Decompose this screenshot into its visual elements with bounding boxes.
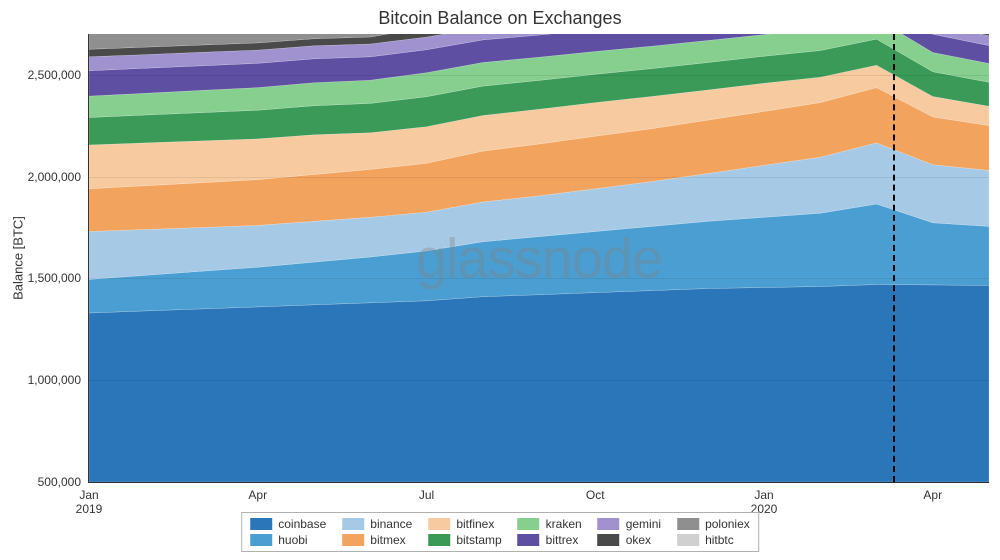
legend-swatch [598, 534, 620, 546]
legend-label: bitstamp [456, 533, 501, 547]
legend-swatch [677, 534, 699, 546]
legend-swatch [250, 518, 272, 530]
legend-swatch [428, 534, 450, 546]
legend: coinbase huobi binance bitmex bitfinex bitsta… [241, 512, 759, 552]
series-area-coinbase [89, 285, 989, 483]
y-tick-label: 2,500,000 [28, 68, 89, 82]
legend-swatch [342, 518, 364, 530]
legend-label: hitbtc [705, 533, 734, 547]
legend-item-poloniex: poloniex [677, 517, 750, 531]
gridline-h [89, 380, 989, 381]
legend-label: huobi [278, 533, 307, 547]
legend-item-bitfinex: bitfinex [428, 517, 501, 531]
x-tick-label: Jan2020 [751, 482, 778, 516]
legend-column: binance bitmex [342, 517, 412, 547]
area-stack-svg [89, 34, 989, 482]
legend-label: poloniex [705, 517, 750, 531]
legend-item-hitbtc: hitbtc [677, 533, 750, 547]
x-tick-label: Jul [419, 482, 434, 502]
plot-area: glassnode 500,0001,000,0001,500,0002,000… [88, 34, 989, 483]
legend-swatch [518, 534, 540, 546]
legend-swatch [342, 534, 364, 546]
legend-column: poloniex hitbtc [677, 517, 750, 547]
y-tick-label: 1,000,000 [28, 373, 89, 387]
legend-column: kraken bittrex [518, 517, 582, 547]
legend-item-okex: okex [598, 533, 661, 547]
legend-item-kraken: kraken [518, 517, 582, 531]
legend-item-coinbase: coinbase [250, 517, 326, 531]
legend-label: bitfinex [456, 517, 494, 531]
legend-column: gemini okex [598, 517, 661, 547]
legend-label: kraken [546, 517, 582, 531]
legend-item-binance: binance [342, 517, 412, 531]
y-tick-label: 1,500,000 [28, 271, 89, 285]
x-tick-label: Jan2019 [76, 482, 103, 516]
chart-title: Bitcoin Balance on Exchanges [0, 8, 1000, 29]
x-tick-label: Apr [248, 482, 267, 502]
gridline-h [89, 75, 989, 76]
legend-swatch [428, 518, 450, 530]
legend-swatch [677, 518, 699, 530]
x-tick-label: Oct [586, 482, 605, 502]
legend-label: bittrex [546, 533, 579, 547]
legend-swatch [598, 518, 620, 530]
legend-label: coinbase [278, 517, 326, 531]
y-axis-label: Balance [BTC] [11, 216, 26, 300]
gridline-h [89, 177, 989, 178]
legend-label: okex [626, 533, 651, 547]
event-vertical-line [893, 34, 895, 482]
legend-item-bitmex: bitmex [342, 533, 412, 547]
legend-label: binance [370, 517, 412, 531]
legend-item-huobi: huobi [250, 533, 326, 547]
legend-column: bitfinex bitstamp [428, 517, 501, 547]
legend-label: bitmex [370, 533, 405, 547]
legend-swatch [250, 534, 272, 546]
y-tick-label: 2,000,000 [28, 170, 89, 184]
legend-label: gemini [626, 517, 661, 531]
gridline-h [89, 278, 989, 279]
legend-item-bittrex: bittrex [518, 533, 582, 547]
chart-container: Bitcoin Balance on Exchanges Balance [BT… [0, 0, 1000, 560]
x-tick-label: Apr [923, 482, 942, 502]
gridline-h [89, 482, 989, 483]
legend-item-gemini: gemini [598, 517, 661, 531]
legend-item-bitstamp: bitstamp [428, 533, 501, 547]
legend-swatch [518, 518, 540, 530]
legend-column: coinbase huobi [250, 517, 326, 547]
